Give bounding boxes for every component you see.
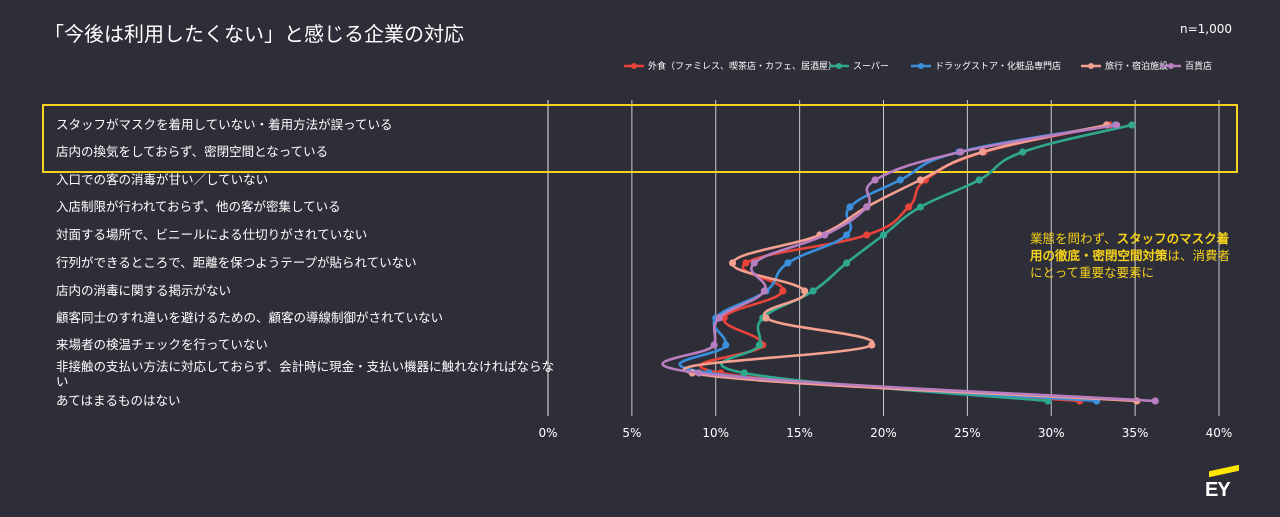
data-point bbox=[728, 259, 737, 267]
annotation-bold-text: スタッフのマスク着用の徹底・密閉空間対策 bbox=[1030, 231, 1230, 263]
category-label: 来場者の検温チェックを行っていない bbox=[56, 337, 268, 352]
legend-label: スーパー bbox=[853, 61, 889, 72]
sample-size-label: n=1,000 bbox=[1179, 22, 1232, 36]
legend-label: ドラッグストア・化粧品専門店 bbox=[935, 60, 1061, 72]
logo-text: EY bbox=[1205, 479, 1231, 501]
data-point bbox=[916, 176, 925, 184]
data-point bbox=[801, 287, 809, 295]
highlight-box bbox=[42, 104, 1238, 173]
chart-annotation: 業態を問わず、スタッフのマスク着用の徹底・密閉空間対策は、消費者にとって重要な要… bbox=[1030, 230, 1240, 281]
category-label: あてはまるものはない bbox=[56, 393, 181, 408]
data-point bbox=[809, 287, 817, 295]
data-point bbox=[978, 148, 987, 156]
legend-label: 百貨店 bbox=[1185, 60, 1212, 72]
x-tick-label: 20% bbox=[870, 426, 897, 440]
data-point bbox=[896, 176, 904, 184]
data-point bbox=[1151, 397, 1159, 405]
chart-grid bbox=[547, 100, 1220, 416]
category-label: 入口での客の消毒が甘い／していない bbox=[56, 172, 268, 187]
data-point bbox=[863, 231, 871, 239]
annotation-text-2: は、消費者にとって重要な要素に bbox=[1030, 248, 1231, 280]
series-line bbox=[661, 123, 1156, 403]
category-label: 店内の換気をしておらず、密閉空間となっている bbox=[56, 144, 328, 159]
legend-marker bbox=[836, 63, 842, 69]
category-label: 非接触の支払い方法に対応しておらず、会計時に現金・支払い機器に触れなければならな bbox=[56, 359, 554, 374]
legend-marker bbox=[918, 63, 924, 69]
category-label: スタッフがマスクを着用していない・着用方法が誤っている bbox=[56, 117, 393, 132]
category-label: 入店制限が行われておらず、他の客が密集している bbox=[56, 199, 341, 214]
data-point bbox=[784, 259, 792, 267]
x-tick-label: 30% bbox=[1038, 426, 1065, 440]
data-point bbox=[879, 231, 888, 239]
data-point bbox=[842, 231, 851, 239]
legend-marker bbox=[631, 63, 637, 69]
data-point bbox=[863, 203, 871, 211]
data-point bbox=[1113, 121, 1121, 129]
x-tick-label: 25% bbox=[954, 426, 981, 440]
data-point bbox=[742, 259, 750, 267]
data-point bbox=[957, 148, 965, 156]
data-point bbox=[750, 259, 758, 267]
legend-marker bbox=[1168, 63, 1174, 69]
data-point bbox=[710, 341, 718, 349]
ey-logo-icon: EY bbox=[1205, 464, 1239, 502]
data-point bbox=[846, 203, 854, 211]
data-point bbox=[1019, 148, 1027, 156]
data-point bbox=[779, 287, 787, 295]
data-point bbox=[755, 341, 763, 349]
data-point bbox=[975, 176, 983, 184]
data-point bbox=[821, 231, 829, 239]
category-label-cont: い bbox=[56, 374, 69, 389]
data-point bbox=[871, 176, 879, 184]
category-labels: スタッフがマスクを着用していない・着用方法が誤っている店内の換気をしておらず、密… bbox=[56, 117, 554, 408]
category-label: 店内の消毒に関する掲示がない bbox=[56, 283, 231, 298]
x-tick-label: 5% bbox=[622, 426, 641, 440]
category-label: 顧客同士のすれ違いを避けるための、顧客の導線制御がされていない bbox=[56, 310, 443, 325]
x-tick-label: 0% bbox=[538, 426, 557, 440]
page-title: 「今後は利用したくない」と感じる企業の対応 bbox=[44, 22, 464, 46]
chart-legend: 外食（ファミレス、喫茶店・カフェ、居酒屋） スーパー ドラッグストア・化粧品専門店 旅… bbox=[624, 60, 1212, 72]
data-point bbox=[722, 341, 730, 349]
legend-label: 外食（ファミレス、喫茶店・カフェ、居酒屋） bbox=[648, 60, 837, 72]
data-point bbox=[715, 314, 723, 322]
data-point bbox=[868, 341, 876, 349]
data-point bbox=[762, 314, 770, 322]
annotation-text-1: 業態を問わず、 bbox=[1030, 231, 1117, 246]
data-point bbox=[760, 287, 768, 295]
logo-bar bbox=[1209, 464, 1239, 478]
data-point bbox=[842, 259, 851, 267]
data-point bbox=[695, 369, 703, 377]
data-point bbox=[916, 203, 925, 211]
x-tick-labels: 0% 5% 10% 15% 20% 25% 30% 35% 40% bbox=[538, 426, 1232, 440]
x-tick-label: 15% bbox=[786, 426, 813, 440]
legend-marker bbox=[1088, 63, 1094, 69]
x-tick-label: 40% bbox=[1206, 426, 1233, 440]
series-lines bbox=[661, 121, 1159, 405]
data-point bbox=[905, 203, 913, 211]
category-label: 対面する場所で、ビニールによる仕切りがされていない bbox=[56, 227, 367, 242]
x-tick-label: 10% bbox=[702, 426, 729, 440]
category-label: 行列ができるところで、距離を保つようテープが貼られていない bbox=[56, 255, 417, 270]
series-4 bbox=[661, 121, 1159, 405]
x-tick-label: 35% bbox=[1122, 426, 1149, 440]
legend-label: 旅行・宿泊施設 bbox=[1105, 60, 1168, 72]
data-point bbox=[740, 369, 748, 377]
data-point bbox=[1128, 121, 1136, 129]
